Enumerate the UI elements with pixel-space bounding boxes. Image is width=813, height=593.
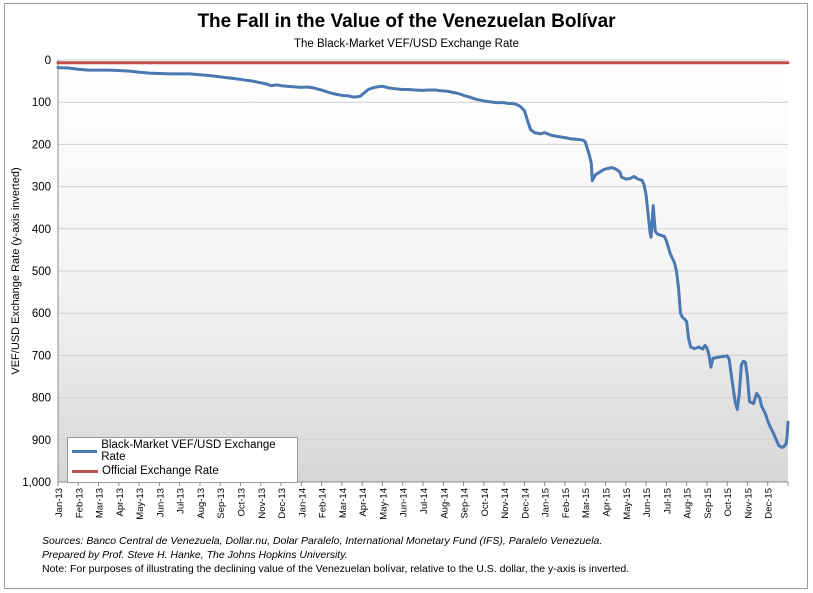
x-tick-label: Nov-13 [257,488,268,519]
y-tick-label: 0 [45,55,51,67]
legend-label-official: Official Exchange Rate [102,465,219,477]
x-tick-label: May-13 [135,488,146,520]
y-tick-label: 100 [32,97,51,109]
x-tick-label: Jul-14 [419,488,430,514]
x-tick-label: Jan-13 [54,488,65,517]
x-tick-label: Mar-15 [581,488,592,518]
x-tick-label: Oct-15 [723,488,734,517]
series-group [56,61,790,449]
x-tick-label: Oct-13 [237,488,248,517]
prepared-by-note: Prepared by Prof. Steve H. Hanke, The Jo… [42,549,348,561]
x-tick-label: Feb-15 [561,488,572,518]
x-tick-label: Mar-14 [338,488,349,518]
x-tick-label: Dec-14 [520,488,531,519]
y-tick-label: 200 [32,139,51,151]
x-tick-label: May-15 [622,488,633,520]
y-tick-label: 1,000 [22,477,51,489]
y-tick-label: 900 [32,435,51,447]
x-tick-label: Jan-15 [541,488,552,517]
x-tick-label: Dec-13 [277,488,288,519]
sources-note: Sources: Banco Central de Venezuela, Dol… [42,535,603,547]
x-tick-label: Jun-13 [155,488,166,517]
x-tick-label: Feb-13 [74,488,85,518]
x-tick-label: Mar-13 [95,488,106,518]
x-tick-label: Jun-14 [399,488,410,517]
x-tick-label: Jun-15 [642,488,653,517]
series-line-black-market [56,66,790,449]
legend: Black-Market VEF/USD Exchange Rate Offic… [67,437,298,483]
x-tick-label: Jul-15 [662,488,673,514]
legend-label-black-market: Black-Market VEF/USD Exchange Rate [101,439,276,463]
legend-swatch-official [72,469,98,473]
x-axis-ticks: Jan-13 Feb-13 Mar-13 Apr-13 May-13 Jun-13 Jul-… [54,482,789,520]
y-axis-ticks: 0 100 200 300 400 500 600 700 800 900 1,000 [22,55,51,489]
x-tick-label: Aug-13 [196,488,207,519]
y-tick-label: 800 [32,393,51,405]
x-tick-label: Feb-14 [318,488,329,518]
x-tick-label: Sep-13 [216,488,227,519]
x-tick-label: Apr-15 [602,488,613,517]
legend-item-official: Official Exchange Rate [72,463,219,479]
y-tick-label: 300 [32,182,51,194]
inverted-axis-note: Note: For purposes of illustrating the d… [42,563,630,575]
x-tick-label: Jul-13 [176,488,187,514]
x-tick-label: Sep-15 [703,488,714,519]
legend-swatch-black-market [72,449,98,453]
chart-title: The Fall in the Value of the Venezuelan … [197,11,616,32]
x-tick-label: Oct-14 [480,488,491,517]
x-tick-label: Nov-14 [500,488,511,519]
x-tick-label: Sep-14 [460,488,471,519]
x-tick-label: Apr-13 [115,488,126,517]
x-tick-label: May-14 [378,488,389,520]
y-axis-label: VEF/USD Exchange Rate (y-axis inverted) [10,167,22,374]
x-tick-label: Aug-14 [439,488,450,519]
y-tick-label: 500 [32,266,51,278]
x-tick-label: Aug-15 [683,488,694,519]
y-tick-label: 400 [32,224,51,236]
x-tick-label: Jan-14 [297,488,308,517]
chart-notes: Sources: Banco Central de Venezuela, Dol… [42,534,802,576]
x-tick-label: Dec-15 [764,488,775,519]
chart-subtitle: The Black-Market VEF/USD Exchange Rate [294,38,519,50]
x-tick-label: Nov-15 [743,488,754,519]
y-tick-label: 600 [32,308,51,320]
legend-item-black-market: Black-Market VEF/USD Exchange Rate [72,439,297,463]
x-tick-label: Apr-14 [358,488,369,517]
y-tick-label: 700 [32,350,51,362]
